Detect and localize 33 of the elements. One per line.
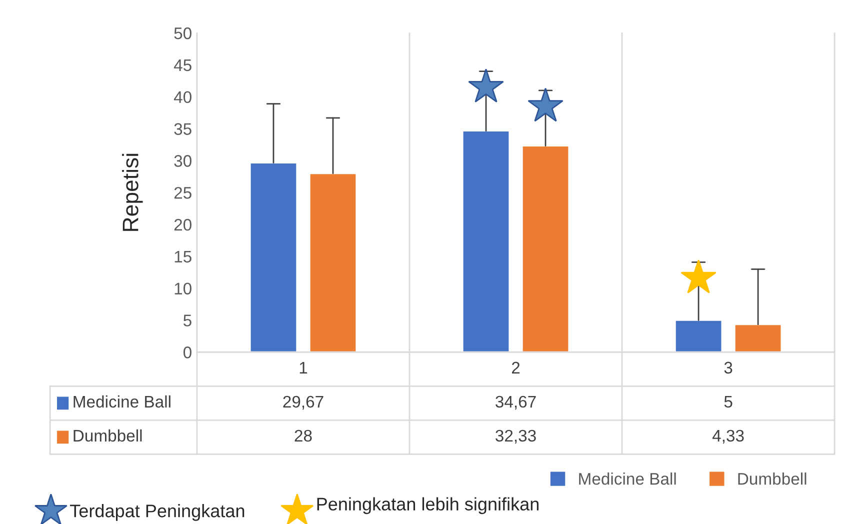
- data-label: 32,33: [496, 430, 536, 444]
- y-tick-label: 0: [183, 346, 192, 358]
- bar: [308, 172, 358, 352]
- legend-label: Dumbbell: [738, 472, 806, 485]
- y-tick-label: 40: [174, 91, 192, 104]
- y-tick-label: 45: [174, 59, 192, 72]
- y-tick-label: 30: [174, 155, 192, 167]
- bar: [521, 145, 570, 352]
- bar: [249, 162, 298, 352]
- bar: [734, 324, 782, 352]
- data-label: 28: [294, 430, 312, 442]
- x-tick-label: 1: [300, 362, 308, 374]
- legend-label: Medicine Ball: [74, 395, 170, 408]
- bar: [674, 320, 723, 352]
- x-tick-label: 2: [512, 362, 520, 374]
- data-label: 4,33: [712, 430, 744, 444]
- y-tick-label: 50: [174, 27, 192, 40]
- data-label: 34,67: [496, 396, 536, 410]
- x-tick-label: 3: [724, 362, 732, 374]
- y-tick-label: 10: [174, 282, 192, 295]
- text: Peningkatan lebih signifikan: [317, 497, 538, 514]
- y-tick-label: 35: [174, 123, 192, 135]
- bar: [462, 130, 510, 352]
- data-label: 5: [724, 396, 732, 408]
- y-tick-label: 20: [174, 218, 192, 231]
- y-tick-label: 25: [174, 186, 192, 199]
- y-tick-label: 5: [184, 314, 192, 326]
- text: Terdapat Peningkatan: [70, 504, 244, 521]
- text: Dumbbell: [74, 429, 142, 442]
- text: Medicine Ball: [579, 472, 676, 485]
- y-axis-title: Repetisi: [122, 154, 143, 231]
- y-tick-label: 15: [174, 250, 192, 263]
- data-label: 29,67: [283, 396, 324, 410]
